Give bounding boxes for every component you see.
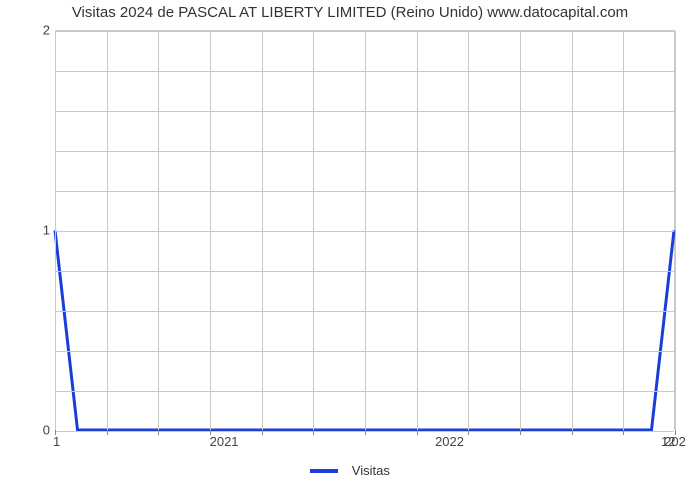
x-minor-tick [210,430,211,435]
y-tick-label: 1 [43,223,50,238]
x-minor-tick [572,430,573,435]
x-minor-tick [520,430,521,435]
gridline-horizontal [55,391,674,392]
x-range-end-label: 12 [661,434,675,449]
gridline-horizontal [55,231,674,232]
legend-label: Visitas [352,463,390,478]
gridline-horizontal [55,151,674,152]
x-tick-label: 2022 [435,434,464,449]
x-minor-tick [158,430,159,435]
chart-title: Visitas 2024 de PASCAL AT LIBERTY LIMITE… [0,4,700,21]
x-minor-tick [417,430,418,435]
y-tick-label: 2 [43,23,50,38]
x-minor-tick [623,430,624,435]
legend: Visitas [0,462,700,478]
x-minor-tick [107,430,108,435]
x-minor-tick [313,430,314,435]
x-range-start-label: 1 [53,434,60,449]
gridline-horizontal [55,191,674,192]
x-minor-tick [262,430,263,435]
y-tick-label: 0 [43,423,50,438]
chart-container: Visitas 2024 de PASCAL AT LIBERTY LIMITE… [0,0,700,500]
x-minor-tick [468,430,469,435]
gridline-horizontal [55,311,674,312]
gridline-horizontal [55,351,674,352]
gridline-vertical [675,31,676,430]
gridline-horizontal [55,271,674,272]
legend-swatch [310,469,338,473]
x-tick-label: 2021 [210,434,239,449]
gridline-horizontal [55,31,674,32]
x-minor-tick [365,430,366,435]
gridline-horizontal [55,111,674,112]
plot-area [55,30,675,430]
gridline-horizontal [55,71,674,72]
